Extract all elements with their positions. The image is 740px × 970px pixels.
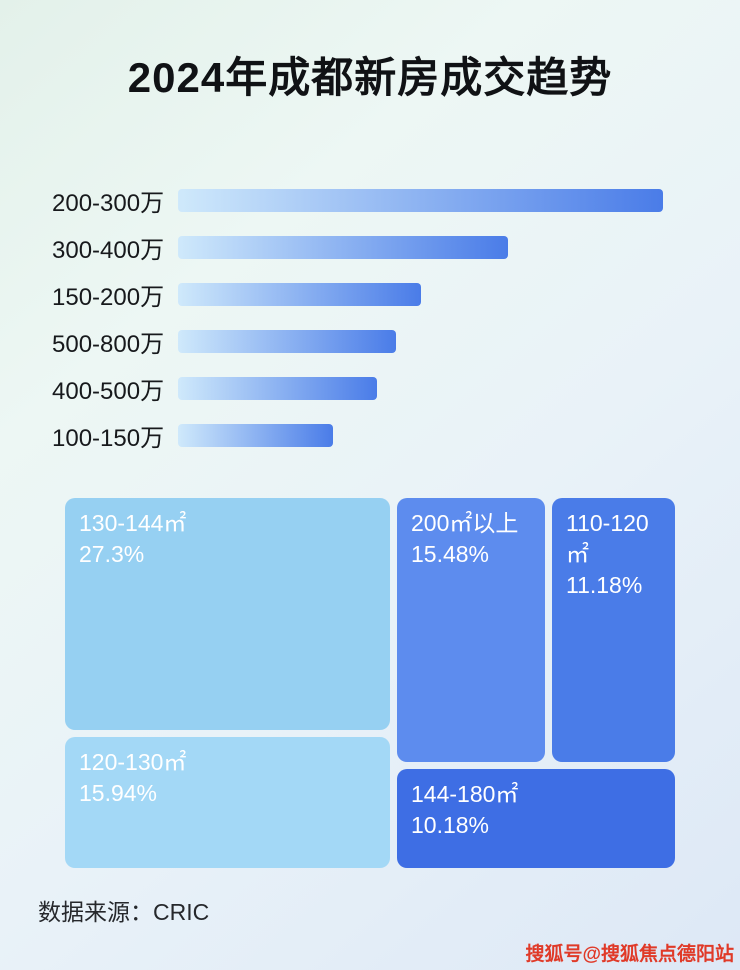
block-value: 15.48% [411,541,490,568]
bar-row: 100-150万 [0,412,740,459]
area-range-treemap: 130-144㎡ 27.3% 200㎡以上 15.48% 110-120㎡ 11… [65,498,675,868]
bar-label: 100-150万 [52,425,165,452]
bar-label: 150-200万 [52,284,165,311]
block-label: 110-120㎡ [566,510,649,568]
bar-row: 200-300万 [0,177,740,224]
bar-row: 500-800万 [0,318,740,365]
block-label: 130-144㎡ [79,510,187,536]
bar-row: 150-200万 [0,271,740,318]
block-value: 10.18% [411,812,490,839]
bar-label: 500-800万 [52,331,165,358]
block-value: 15.94% [79,780,158,807]
treemap-block: 200㎡以上 15.48% [397,498,545,762]
block-label: 120-130㎡ [79,749,187,775]
bar [178,189,663,212]
treemap-block: 130-144㎡ 27.3% [65,498,390,730]
bar-row: 300-400万 [0,224,740,271]
bar [178,330,396,353]
bar [178,236,508,259]
block-value: 27.3% [79,541,145,568]
bar [178,283,421,306]
block-value: 11.18% [566,572,643,599]
block-label: 200㎡以上 [411,510,519,536]
bar [178,377,377,400]
bar-row: 400-500万 [0,365,740,412]
page-title: 2024年成都新房成交趋势 [127,54,613,101]
bar-label: 200-300万 [52,190,165,217]
treemap-block: 120-130㎡ 15.94% [65,737,390,868]
watermark-label: 搜狐号@搜狐焦点德阳站 [525,944,734,965]
price-range-bar-chart: 200-300万 300-400万 150-200万 500-800万 400-… [0,177,740,459]
data-source-label: 数据来源：CRIC [38,899,210,925]
block-label: 144-180㎡ [411,781,519,807]
treemap-block: 110-120㎡ 11.18% [552,498,675,762]
bar [178,424,333,447]
bar-label: 300-400万 [52,237,165,264]
treemap-block: 144-180㎡ 10.18% [397,769,675,868]
bar-label: 400-500万 [52,378,165,405]
